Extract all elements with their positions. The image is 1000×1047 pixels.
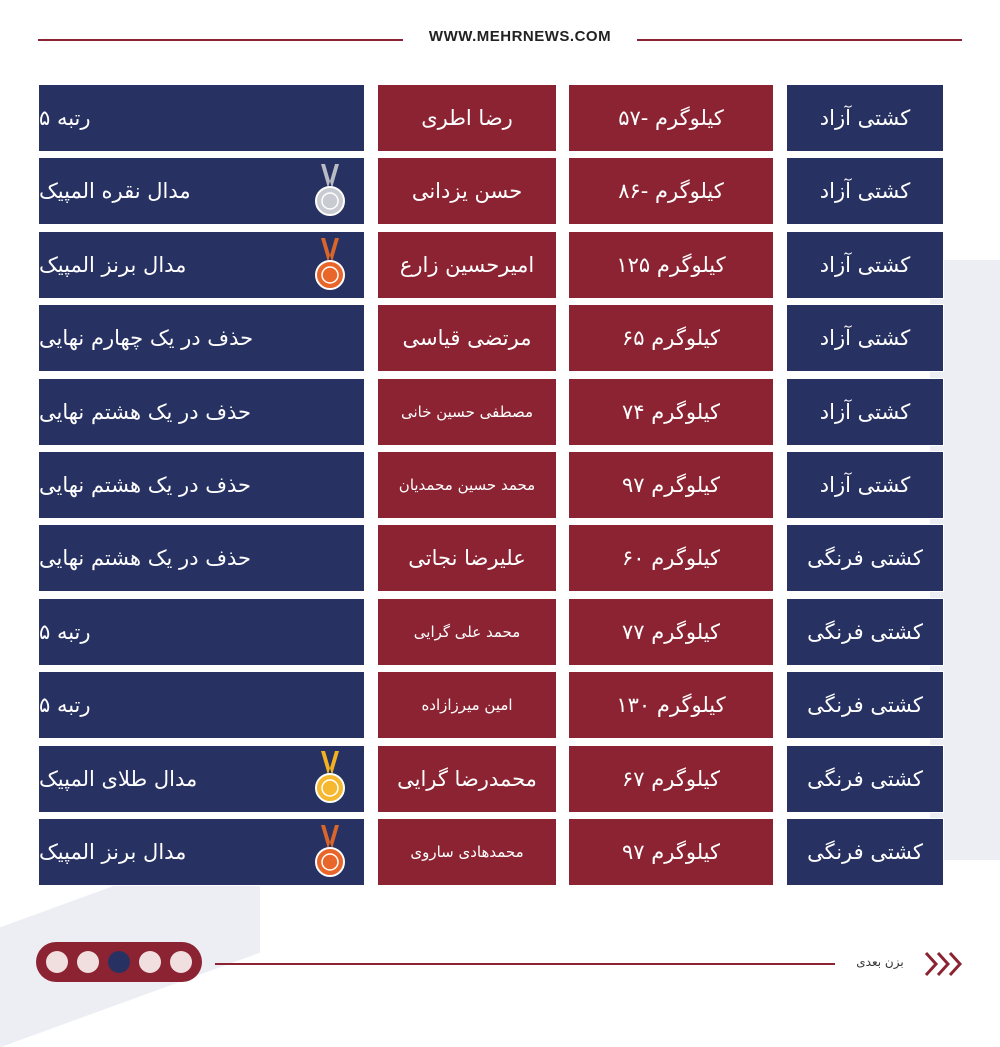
weight-cell: کیلوگرم ۱۲۵ — [568, 230, 774, 299]
weight-cell: کیلوگرم ۹۷ — [568, 451, 774, 519]
result-cell: رتبه ۵ — [38, 671, 365, 740]
footer-rule — [215, 963, 835, 965]
gold-medal-icon — [315, 751, 345, 803]
style-cell: کشتی آزاد — [786, 230, 944, 299]
result-cell: حذف در یک هشتم نهایی — [38, 524, 365, 593]
bronze-medal-icon — [315, 825, 345, 877]
weight-cell: کیلوگرم ۷۴ — [568, 377, 774, 446]
result-cell: مدال برنز المپیک — [38, 230, 365, 299]
style-cell: کشتی فرنگی — [786, 597, 944, 666]
athlete-cell: حسن یزدانی — [377, 157, 557, 226]
silver-medal-icon — [315, 164, 345, 216]
weight-cell: کیلوگرم ۶۷ — [568, 744, 774, 813]
athlete-cell: محمدهادی ساروی — [377, 818, 557, 886]
result-cell: رتبه ۵ — [38, 84, 365, 152]
athlete-cell: محمد حسین محمدیان — [377, 451, 557, 519]
style-cell: کشتی فرنگی — [786, 744, 944, 813]
athlete-cell: علیرضا نجاتی — [377, 524, 557, 593]
athlete-cell: رضا اطری — [377, 84, 557, 152]
athlete-cell: امیرحسین زارع — [377, 230, 557, 299]
page: WWW.MEHRNEWS.COM کشتی آزاد کیلوگرم -۵۷ رضا… — [0, 28, 1000, 1047]
result-cell: حذف در یک چهارم نهایی — [38, 304, 365, 373]
header-rule — [38, 39, 403, 41]
weight-cell: کیلوگرم ۷۷ — [568, 597, 774, 666]
athlete-cell: مرتضی قیاسی — [377, 304, 557, 373]
next-label: بزن بعدی — [856, 955, 904, 969]
weight-cell: کیلوگرم ۶۰ — [568, 524, 774, 593]
style-cell: کشتی فرنگی — [786, 524, 944, 593]
style-cell: کشتی آزاد — [786, 377, 944, 446]
style-cell: کشتی آزاد — [786, 304, 944, 373]
result-cell: مدال برنز المپیک — [38, 818, 365, 886]
weight-cell: کیلوگرم ۱۳۰ — [568, 671, 774, 740]
result-cell: مدال نقره المپیک — [38, 157, 365, 226]
athlete-cell: امین میرزازاده — [377, 671, 557, 740]
pager-dots — [36, 942, 202, 982]
athlete-cell: محمدرضا گرایی — [377, 744, 557, 813]
result-cell: حذف در یک هشتم نهایی — [38, 451, 365, 519]
result-cell: رتبه ۵ — [38, 597, 365, 666]
athlete-cell: مصطفی حسین خانی — [377, 377, 557, 446]
style-cell: کشتی آزاد — [786, 84, 944, 152]
site-name: WWW.MEHRNEWS.COM — [428, 28, 612, 45]
result-cell: حذف در یک هشتم نهایی — [38, 377, 365, 446]
result-cell: مدال طلای المپیک — [38, 744, 365, 813]
weight-cell: کیلوگرم ۹۷ — [568, 818, 774, 886]
weight-cell: کیلوگرم -۵۷ — [568, 84, 774, 152]
bronze-medal-icon — [315, 238, 345, 290]
next-arrow[interactable] — [922, 950, 966, 978]
style-cell: کشتی فرنگی — [786, 818, 944, 886]
style-cell: کشتی آزاد — [786, 451, 944, 519]
athlete-cell: محمد علی گرایی — [377, 597, 557, 666]
style-cell: کشتی فرنگی — [786, 671, 944, 740]
weight-cell: کیلوگرم ۶۵ — [568, 304, 774, 373]
weight-cell: کیلوگرم -۸۶ — [568, 157, 774, 226]
style-cell: کشتی آزاد — [786, 157, 944, 226]
header-rule — [637, 39, 962, 41]
